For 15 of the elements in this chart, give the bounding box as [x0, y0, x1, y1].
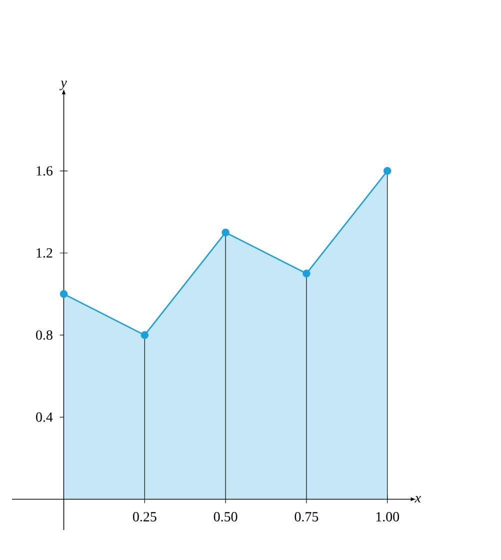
- y-tick-label: 0.8: [36, 330, 52, 340]
- point: [140, 331, 149, 339]
- y-tick-label: 0.4: [36, 412, 53, 422]
- x-axis-title: x: [414, 496, 421, 502]
- y-tick-label: 1.2: [36, 248, 52, 258]
- x-tick-label: 0.50: [214, 512, 238, 522]
- point: [60, 290, 68, 298]
- point: [222, 228, 230, 236]
- y-tick-label: 1.6: [36, 166, 53, 176]
- point: [302, 270, 310, 278]
- x-tick-label: 0.75: [294, 512, 318, 522]
- x-tick-label: 0.25: [132, 512, 156, 522]
- y-axis-title: y: [60, 80, 67, 90]
- point: [383, 167, 392, 175]
- x-tick-label: 1.00: [376, 512, 400, 522]
